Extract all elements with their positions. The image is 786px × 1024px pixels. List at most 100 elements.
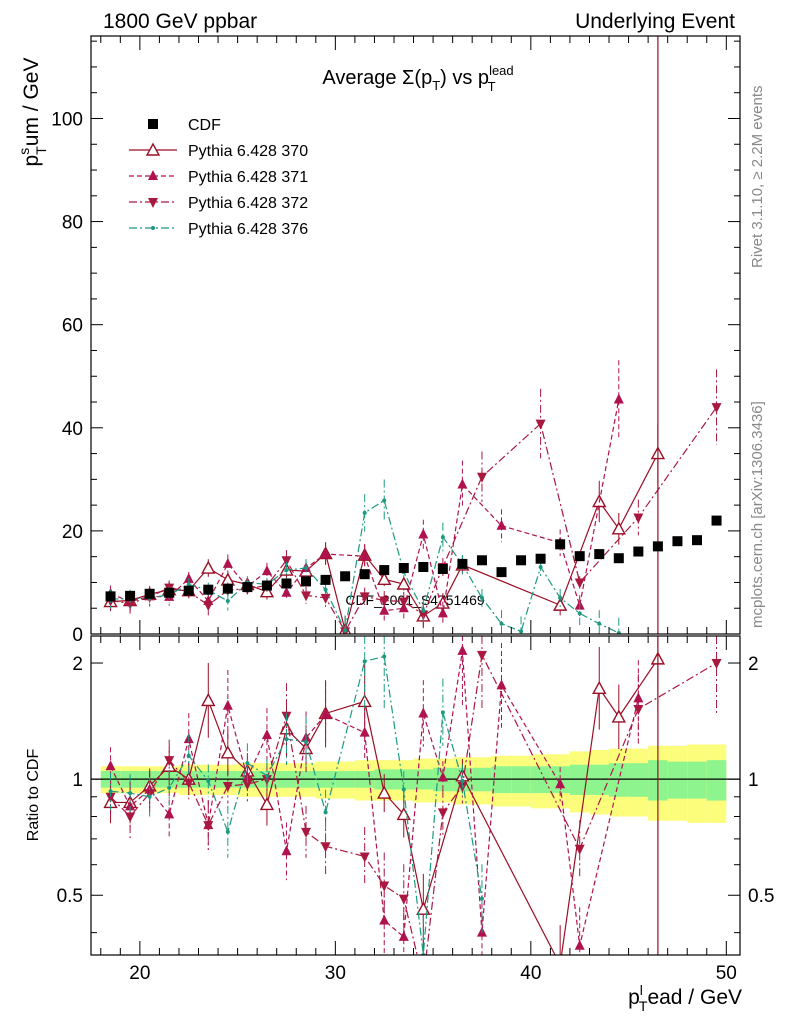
data-point xyxy=(164,756,175,767)
data-point xyxy=(203,821,214,832)
data-point xyxy=(652,541,663,552)
ratio-y-tick-label-right: 1 xyxy=(748,770,759,791)
data-point xyxy=(398,563,409,574)
ratio-series-4 xyxy=(108,636,484,955)
band-inner xyxy=(589,764,610,795)
data-point xyxy=(359,852,370,863)
data-point xyxy=(203,584,214,595)
data-point xyxy=(304,739,309,744)
data-point xyxy=(225,829,230,834)
ratio-frame xyxy=(90,635,741,956)
data-point xyxy=(476,472,487,483)
data-point xyxy=(128,791,133,796)
data-point xyxy=(125,590,136,601)
main-frame xyxy=(90,35,741,635)
data-point xyxy=(377,571,392,586)
data-point xyxy=(440,535,445,540)
band-inner xyxy=(706,760,727,801)
data-point xyxy=(245,761,250,766)
data-point xyxy=(105,760,116,771)
data-point xyxy=(362,659,367,664)
data-point xyxy=(147,794,152,799)
data-point xyxy=(261,580,272,591)
series-4 xyxy=(108,479,621,634)
data-point xyxy=(242,780,253,791)
data-point xyxy=(476,650,487,661)
x-tick-label: 40 xyxy=(520,963,541,984)
ratio-series-group xyxy=(103,636,722,955)
data-point xyxy=(183,778,194,789)
main-panel: 0 20 40 60 80 100 xyxy=(51,35,741,955)
legend-label: Pythia 6.428 371 xyxy=(188,169,308,186)
main-series-group xyxy=(103,36,722,634)
data-point xyxy=(418,561,429,572)
data-point xyxy=(105,591,116,602)
data-point xyxy=(220,745,236,759)
y-tick-label: 0 xyxy=(72,625,83,646)
legend-label: Pythia 6.428 372 xyxy=(188,195,308,212)
data-point xyxy=(633,546,644,557)
data-point xyxy=(340,571,351,582)
data-point xyxy=(382,654,387,659)
data-point xyxy=(398,597,409,608)
data-point xyxy=(264,773,269,778)
data-point xyxy=(183,572,194,583)
data-point xyxy=(437,808,448,819)
data-point xyxy=(379,881,390,892)
data-point xyxy=(633,704,644,715)
data-point xyxy=(281,556,292,567)
data-point xyxy=(594,549,605,560)
data-point xyxy=(203,601,214,612)
data-point xyxy=(320,842,331,853)
side-mcplots-label: mcplots.cern.ch [arXiv:1306.3436] xyxy=(749,401,766,628)
data-point xyxy=(577,611,582,616)
ratio-y-tick-label: 1 xyxy=(72,770,83,791)
ratio-line xyxy=(110,652,717,955)
data-point xyxy=(105,792,116,803)
legend-entry-3: Pythia 6.428 372 xyxy=(129,195,308,212)
ratio-y-tick-label-right: 0.5 xyxy=(748,886,774,907)
data-point xyxy=(418,610,429,621)
data-point xyxy=(457,558,468,569)
x-tick-label: 20 xyxy=(129,963,150,984)
ratio-series-3 xyxy=(105,636,722,955)
data-point xyxy=(201,692,216,707)
data-point xyxy=(711,515,722,526)
data-point xyxy=(164,808,175,819)
data-point xyxy=(496,519,507,530)
data-point xyxy=(437,771,448,782)
series-3 xyxy=(105,369,722,634)
data-point xyxy=(206,778,211,783)
side-rivet-label: Rivet 3.1.10, ≥ 2.2M events xyxy=(749,86,766,269)
data-point xyxy=(440,710,445,715)
data-point xyxy=(592,680,607,694)
data-point xyxy=(261,729,272,740)
data-point xyxy=(148,198,158,208)
data-point xyxy=(108,789,113,794)
band-inner xyxy=(569,764,590,795)
data-point xyxy=(479,896,484,901)
data-point xyxy=(398,930,409,941)
legend: CDF Pythia 6.428 370 Pythia 6.428 371 Pythi… xyxy=(129,117,308,238)
data-point xyxy=(359,550,370,561)
data-point xyxy=(711,403,722,414)
analysis-watermark: CDF_2001_S4751469 xyxy=(345,592,485,608)
data-point xyxy=(125,812,136,823)
legend-label: CDF xyxy=(188,117,221,134)
data-point xyxy=(186,753,191,758)
chart-title: Average Σ(pT) vs plead T xyxy=(322,63,513,94)
data-point xyxy=(499,621,504,626)
data-point xyxy=(421,608,426,613)
data-point xyxy=(359,726,370,737)
data-point xyxy=(301,827,312,838)
data-point xyxy=(711,659,722,670)
data-point xyxy=(377,785,392,799)
data-point xyxy=(362,510,367,515)
data-point xyxy=(574,844,585,855)
data-point xyxy=(167,785,172,790)
data-point xyxy=(633,513,644,524)
data-point xyxy=(457,478,468,489)
data-point xyxy=(691,535,702,546)
y-tick-label: 80 xyxy=(62,213,83,234)
data-point xyxy=(359,592,370,603)
